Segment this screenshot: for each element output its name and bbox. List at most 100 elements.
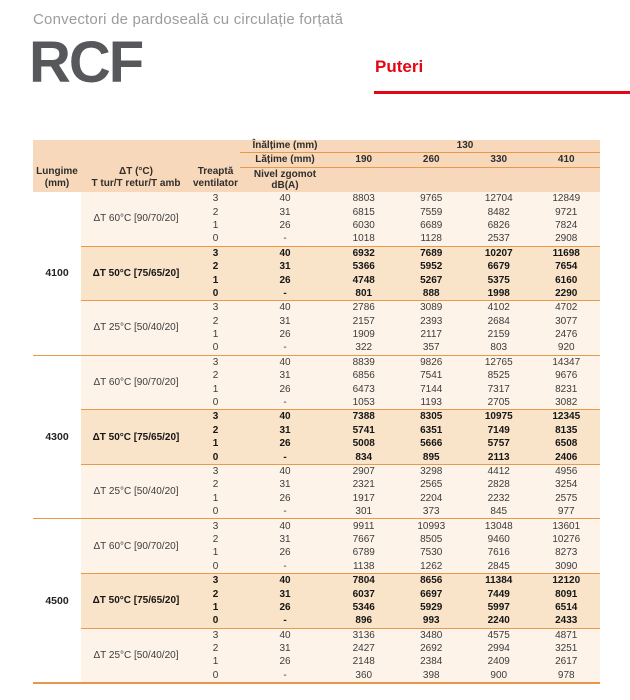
power-value: 2159 (487, 329, 510, 341)
power-value: 5741 (352, 424, 375, 436)
noise-level: 26 (279, 656, 291, 668)
power-value: 357 (422, 342, 440, 354)
table-row: 3 40 8803 9765 12704 12849 (191, 192, 600, 205)
power-value: 900 (490, 669, 508, 681)
noise-level: 40 (279, 247, 291, 259)
table-row: 1 26 5008 5666 5757 6508 (191, 437, 600, 450)
power-value: 2476 (555, 329, 578, 341)
dt-label: ΔT 50°C [75/65/20] (92, 267, 180, 279)
power-value: 1128 (420, 233, 442, 245)
fan-step: 3 (212, 466, 219, 477)
table-row: 1 26 1909 2117 2159 2476 (191, 328, 600, 341)
fan-step: 0 (212, 669, 219, 681)
power-value: 2575 (555, 492, 578, 504)
power-value: 14347 (552, 356, 581, 368)
power-value: 845 (490, 506, 508, 518)
table-row: 0 - 1138 1262 2845 3090 (191, 560, 600, 573)
noise-level: - (283, 506, 287, 518)
group-blocks: ΔT 60°C [90/70/20] 3 40 8803 9765 12704 12849 2… (81, 192, 600, 355)
table-row: 2 31 6856 7541 8525 9676 (191, 369, 600, 382)
dt-label: ΔT 60°C [90/70/20] (93, 213, 179, 225)
power-value: 9460 (487, 533, 510, 545)
power-value: 5346 (352, 601, 375, 613)
power-value: 6815 (352, 206, 375, 218)
fan-step: 1 (212, 492, 219, 504)
dt-block: ΔT 25°C [50/40/20] 3 40 2786 3089 4102 4702 2 31… (81, 300, 600, 355)
power-value: 2113 (487, 451, 510, 463)
fan-step: 3 (212, 520, 219, 532)
table-row: 2 31 2157 2393 2684 3077 (191, 315, 600, 328)
table-row: 0 - 896 993 2240 2433 (191, 614, 600, 627)
dt-block: ΔT 50°C [75/65/20] 3 40 6932 7689 10207 11698 2… (81, 245, 600, 301)
table-header: Lungime (mm) ΔT (°C) T tur/T retur/T amb… (33, 140, 600, 192)
noise-level: 40 (279, 629, 291, 641)
col-header-dt-line2: T tur/T retur/T amb (91, 177, 181, 189)
power-value: 6514 (555, 601, 578, 613)
col-header-length-line2: (mm) (44, 177, 70, 189)
power-value: 6689 (420, 219, 443, 231)
power-value: 7149 (487, 424, 510, 436)
table-row: 2 31 5366 5952 6679 7654 (191, 260, 600, 273)
section-underline (374, 91, 630, 94)
power-value: 2204 (420, 492, 443, 504)
col-header-fan-step-line2: ventilator (192, 177, 238, 189)
width-value: 410 (532, 153, 600, 168)
dt-label: ΔT 25°C [50/40/20] (93, 322, 179, 334)
table-row: 2 31 5741 6351 7149 8135 (191, 424, 600, 437)
power-value: 993 (422, 615, 440, 627)
table-row: 1 26 5346 5929 5997 6514 (191, 601, 600, 614)
fan-step: 2 (212, 261, 219, 273)
fan-step: 1 (212, 274, 219, 286)
table-row: 3 40 2907 3298 4412 4956 (191, 465, 600, 478)
power-value: 360 (355, 669, 373, 681)
power-value: 6160 (555, 274, 578, 286)
power-value: 8305 (420, 411, 443, 423)
power-value: 3082 (555, 397, 578, 409)
fan-step: 1 (212, 219, 219, 231)
power-value: 1998 (487, 287, 510, 299)
power-value: 5008 (352, 438, 375, 450)
power-value: 2427 (352, 643, 375, 655)
power-value: 4102 (487, 302, 510, 314)
power-value: 1193 (420, 397, 442, 409)
noise-level: 26 (279, 438, 291, 450)
product-title: RCF (29, 30, 144, 95)
noise-level: - (283, 342, 287, 354)
height-label: Înălțime (mm) (240, 140, 330, 153)
noise-level: - (283, 287, 287, 299)
table-row: 0 - 801 888 1998 2290 (191, 287, 600, 300)
power-value: 13601 (552, 520, 581, 532)
col-header-dt: ΔT (°C) T tur/T retur/T amb (81, 140, 191, 192)
dt-block: ΔT 60°C [90/70/20] 3 40 8803 9765 12704 12849 2… (81, 192, 600, 246)
power-value: 2321 (352, 479, 375, 491)
power-value: 2907 (352, 466, 375, 477)
dt-block-rows: 3 40 3136 3480 4575 4871 2 31 2427 2692 2994 3251 1 2… (191, 629, 600, 683)
power-value: 5757 (487, 438, 510, 450)
power-value: 896 (355, 615, 373, 627)
power-value: 4748 (352, 274, 375, 286)
power-value: 7654 (555, 261, 578, 273)
table-row: 3 40 6932 7689 10207 11698 (191, 247, 600, 260)
power-value: 2157 (352, 315, 375, 327)
power-value: 7449 (487, 588, 510, 600)
dt-block-rows: 3 40 2786 3089 4102 4702 2 31 2157 2393 2684 3077 1 2… (191, 301, 600, 355)
power-value: 7388 (352, 411, 375, 423)
table-row: 1 26 4748 5267 5375 6160 (191, 273, 600, 286)
power-value: 4956 (555, 466, 578, 477)
power-value: 5267 (420, 274, 443, 286)
power-value: 2684 (487, 315, 510, 327)
noise-level: - (283, 669, 287, 681)
noise-level: 31 (279, 588, 291, 600)
power-value: 888 (422, 287, 440, 299)
table-row: 1 26 6030 6689 6826 7824 (191, 219, 600, 232)
power-value: 7824 (555, 219, 578, 231)
noise-level: 40 (279, 302, 291, 314)
power-value: 803 (490, 342, 508, 354)
fan-step: 1 (212, 329, 219, 341)
power-value: 2908 (555, 233, 578, 245)
table-row: 0 - 360 398 900 978 (191, 669, 600, 682)
length-group: 4100 ΔT 60°C [90/70/20] 3 40 8803 9765 12704 1… (33, 192, 600, 355)
table-row: 2 31 6037 6697 7449 8091 (191, 587, 600, 600)
table-row: 3 40 7388 8305 10975 12345 (191, 410, 600, 423)
length-value: 4300 (33, 355, 81, 519)
